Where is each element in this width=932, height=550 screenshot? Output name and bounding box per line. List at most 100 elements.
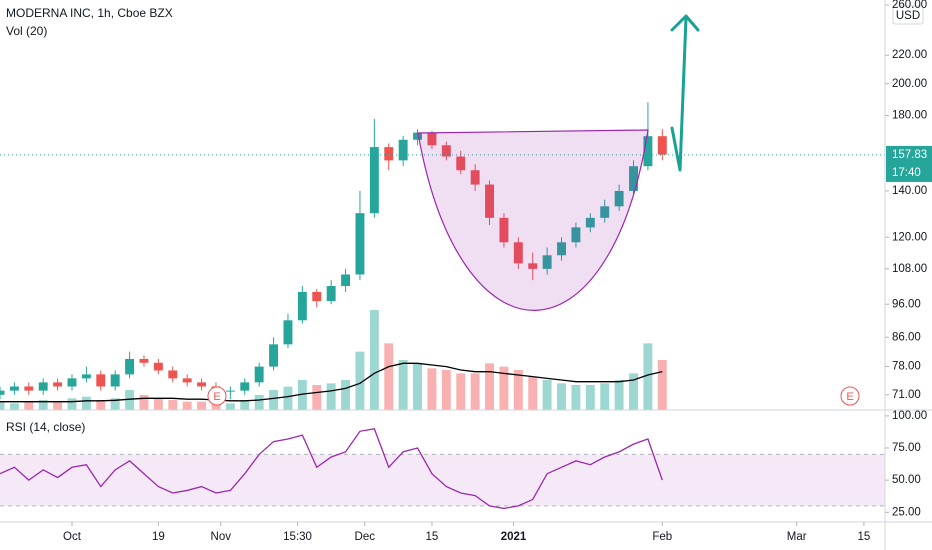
arrow-drawing: [670, 14, 700, 172]
volume-bar: [585, 385, 595, 410]
candle-body: [528, 263, 538, 269]
candle-body: [542, 255, 552, 269]
candle-body: [182, 378, 192, 383]
volume-bar: [614, 380, 624, 410]
volume-bar: [485, 363, 494, 410]
candle-body: [67, 378, 77, 387]
earnings-label: E: [213, 391, 220, 403]
volume-bar: [369, 310, 379, 410]
candle-body: [225, 390, 235, 392]
volume-bar: [600, 383, 610, 410]
volume-bar: [81, 396, 91, 410]
candle-body: [312, 291, 322, 302]
earnings-label: E: [846, 391, 853, 403]
countdown-label: 17:40: [892, 167, 921, 179]
volume-bar: [283, 386, 293, 410]
rsi-band: [0, 454, 885, 506]
candle-body: [96, 374, 106, 387]
volume-bar: [326, 383, 336, 410]
volume-bar: [67, 398, 77, 410]
y-tick-label: 71.00: [892, 389, 921, 401]
candle-body: [24, 386, 34, 391]
volume-bar: [254, 395, 264, 410]
volume-bar: [182, 401, 192, 410]
volume-bar: [197, 401, 207, 410]
currency-box[interactable]: [892, 5, 924, 25]
volume-bar: [470, 373, 480, 410]
y-tick-label: 260.00: [892, 0, 927, 11]
candle-body: [643, 136, 653, 167]
candle-body: [614, 190, 624, 207]
volume-bar: [384, 343, 394, 410]
candle-body: [600, 206, 610, 218]
x-tick-label: Oct: [63, 531, 82, 543]
x-tick-label: 19: [152, 531, 165, 543]
candle-body: [629, 166, 638, 191]
volume-bar: [168, 400, 178, 410]
plot-area: [0, 102, 885, 510]
volume-bar: [499, 366, 509, 410]
y-tick-label: 120.00: [892, 231, 927, 243]
volume-bar: [528, 376, 538, 410]
volume-bar: [9, 403, 19, 410]
candle-body: [139, 358, 149, 363]
candle-body: [110, 374, 120, 387]
x-tick-label: 15:30: [283, 531, 312, 543]
candle-body: [485, 184, 494, 218]
volume-bar: [557, 383, 566, 410]
volume-bar: [24, 401, 34, 410]
candle-body: [441, 145, 451, 157]
volume-bar: [341, 380, 351, 410]
y-tick-label: 200.00: [892, 78, 927, 90]
volume-bar: [139, 395, 149, 410]
last-price-label: 157.83: [892, 149, 927, 161]
candle-body: [369, 147, 379, 214]
volume-bar: [96, 400, 106, 410]
candle-body: [326, 286, 336, 302]
candle-body: [269, 344, 279, 367]
x-tick-label: Feb: [652, 531, 672, 543]
volume-bar: [312, 385, 322, 410]
y2-tick-label: 100.00: [892, 410, 927, 422]
candle-body: [297, 291, 307, 321]
y2-tick-label: 50.00: [892, 474, 921, 486]
candle-body: [153, 362, 163, 371]
candle-body: [341, 274, 351, 287]
volume-bar: [542, 380, 552, 410]
volume-bar: [355, 351, 365, 410]
volume-bar: [240, 400, 250, 410]
candle-body: [254, 366, 264, 383]
volume-bar: [38, 400, 48, 410]
candle-body: [456, 156, 466, 171]
candle-body: [499, 217, 509, 243]
volume-bar: [427, 368, 437, 410]
candle-body: [571, 227, 581, 243]
candle-body: [9, 386, 19, 391]
y-tick-label: 108.00: [892, 263, 927, 275]
volume-bar: [571, 385, 581, 410]
candle-body: [81, 374, 91, 379]
candle-body: [427, 132, 437, 146]
candle-body: [513, 242, 523, 264]
candle-body: [557, 242, 566, 256]
candle-body: [0, 390, 5, 395]
volume-bar: [269, 390, 279, 410]
candle-body: [197, 382, 207, 387]
volume-bar: [456, 373, 466, 410]
volume-bar: [53, 401, 63, 410]
candle-body: [657, 136, 667, 155]
y-tick-label: 86.00: [892, 331, 921, 343]
x-tick-label: Mar: [787, 531, 807, 543]
volume-bar: [413, 363, 423, 410]
y2-tick-label: 75.00: [892, 442, 921, 454]
volume-bar: [225, 403, 235, 410]
volume-bar: [125, 390, 135, 410]
rsi-label: RSI (14, close): [6, 420, 85, 434]
candle-body: [283, 320, 293, 345]
volume-bar: [657, 360, 667, 410]
chart-title: MODERNA INC, 1h, Cboe BZX: [6, 6, 173, 20]
x-tick-label: Nov: [211, 531, 232, 543]
x-tick-label: 15: [857, 531, 870, 543]
